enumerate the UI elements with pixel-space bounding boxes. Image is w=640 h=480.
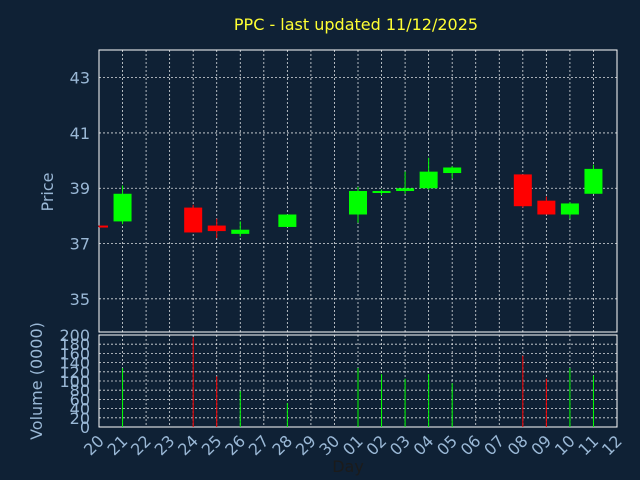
candle-body: [372, 191, 391, 193]
volume-tick-label: 20: [70, 409, 90, 428]
candle-body: [584, 168, 603, 194]
volume-tick-label: 60: [70, 390, 90, 409]
volume-tick-label: 140: [59, 354, 90, 373]
candle: [113, 185, 132, 225]
price-tick-label: 39: [70, 179, 90, 198]
volume-tick-label: 40: [70, 400, 90, 419]
candle-body: [513, 174, 532, 207]
candle: [184, 204, 203, 233]
candle: [419, 157, 438, 190]
candle: [372, 189, 391, 196]
candle-body: [537, 200, 556, 215]
candle-body: [278, 214, 297, 227]
volume-tick-label: 120: [59, 363, 90, 382]
candle-body: [99, 225, 108, 228]
candle: [443, 166, 462, 179]
candle: [231, 221, 250, 237]
price-tick-label: 37: [70, 235, 90, 254]
candle-body: [184, 207, 203, 233]
price-tick-labels: 35 37 39 41 43: [70, 69, 90, 309]
candle: [584, 164, 603, 194]
volume-tick-label: 160: [59, 344, 90, 363]
price-panel: 35 37 39 41 43: [70, 49, 618, 333]
candle-body: [396, 188, 415, 191]
price-tick-label: 41: [70, 124, 90, 143]
volume-tick-label: 180: [59, 335, 90, 354]
price-tick-label: 43: [70, 69, 90, 88]
volume-bars: [122, 337, 594, 427]
candle: [278, 214, 297, 227]
volume-tick-label: 0: [80, 418, 90, 437]
candle-body: [443, 167, 462, 174]
candle-body: [560, 203, 579, 215]
candle: [349, 186, 367, 223]
candle-body: [231, 229, 250, 234]
volume-tick-label: 100: [59, 372, 90, 391]
candle: [396, 171, 415, 194]
x-tick-labels: 2021222324252627282930010203040506070809…: [80, 431, 626, 459]
candle: [513, 174, 532, 208]
price-tick-label: 35: [70, 290, 90, 309]
candle-body: [207, 225, 226, 232]
candle: [537, 196, 556, 215]
chart-title: PPC - last updated 11/12/2025: [234, 15, 478, 34]
volume-tick-label: 200: [59, 326, 90, 345]
candle: [207, 218, 226, 238]
candle: [560, 202, 579, 219]
candle: [98, 225, 108, 228]
y-axis-label-price: Price: [38, 172, 57, 211]
candle-body: [419, 171, 438, 189]
y-axis-label-volume: Volume (0000): [27, 322, 46, 440]
candle-body: [113, 193, 132, 222]
volume-tick-label: 80: [70, 381, 90, 400]
candle-body: [349, 191, 367, 215]
x-tick-label: 12: [598, 431, 626, 459]
x-axis-label: Day: [332, 457, 364, 476]
candlesticks: [98, 157, 603, 238]
